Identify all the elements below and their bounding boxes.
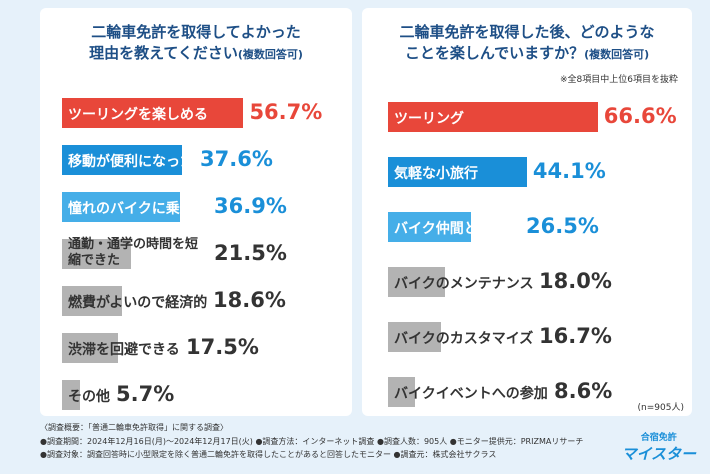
left-panel: 二輪車免許を取得してよかった 理由を教えてください(複数回答可) ツーリングを楽… [40,8,352,416]
bar-label: 移動が便利になった [68,154,194,170]
value-label: 5.7% [116,382,175,406]
value-label: 8.6% [554,379,613,403]
bar-label: バイク仲間との交流 [394,221,520,237]
bar-label: バイクのメンテナンス [394,276,534,292]
value-label: 16.7% [539,324,612,348]
value-label: 36.9% [214,194,287,218]
bar [62,333,118,363]
logo-main: マイスター [621,445,696,463]
bar [388,322,441,352]
title-text: 理由を教えてください [89,44,238,62]
subtitle: (複数回答可) [584,48,650,61]
bar [62,286,122,316]
bar-label: バイクイベントへの参加 [394,386,548,402]
right-panel: 二輪車免許を取得した後、どのような ことを楽しんでいますか？(複数回答可) ※全… [362,8,692,416]
value-label: 18.0% [539,269,612,293]
bar-label: 渋滞を回避できる [68,342,180,358]
value-label: 56.7% [249,100,323,124]
footer-line: 〈調査概要：「普通二輪車免許取得」に関する調査〉 [40,423,228,432]
value-label: 44.1% [532,159,606,183]
value-label: 66.6% [603,104,677,128]
chart-title: 二輪車免許を取得してよかった 理由を教えてください(複数回答可) [40,22,352,65]
logo: 合宿免許 マイスター [621,430,696,464]
bar [62,98,244,128]
title-line: 二輪車免許を取得した後、どのような [399,23,655,41]
bar-label: 気軽な小旅行 [394,166,478,182]
bar-label: 憧れのバイクに乗れる [68,201,208,217]
bar [62,380,81,410]
title-line: 理由を教えてください(複数回答可) [40,43,352,65]
value-label: 21.5% [214,241,287,265]
logo-top: 合宿免許 [640,433,677,443]
subtitle: (複数回答可) [237,48,303,61]
bar-label: ツーリング [394,111,464,127]
bar [62,145,183,175]
bar-label: ツーリングを楽しめる [68,107,208,123]
bar [62,192,181,222]
bar [388,267,445,297]
bar-label: 燃費がよいので経済的 [68,295,208,311]
value-label: 26.5% [526,214,599,238]
value-label: 17.5% [186,335,259,359]
title-line: 二輪車免許を取得してよかった [91,23,301,41]
value-label: 18.6% [213,288,286,312]
title-line: ことを楽しんでいますか？(複数回答可) [362,43,692,65]
bar-label: 通勤・通学の時間を短縮できた [68,237,199,268]
footer-line: ●調査期間：2024年12月16日(月)～2024年12月17日(火) ●調査方… [40,437,584,446]
bar [388,377,416,407]
value-label: 37.6% [200,147,273,171]
bar [388,157,527,187]
chart-title: 二輪車免許を取得した後、どのような ことを楽しんでいますか？(複数回答可) [362,22,692,65]
bar [388,212,472,242]
bar [62,239,131,269]
sample-size: (n=905人) [637,403,684,413]
footer-line: ●調査対象：調査回答時に小型限定を除く普通二輪免許を取得したことがあると回答した… [40,450,497,459]
bar-label: その他 [68,389,110,405]
title-text: ことを楽しんでいますか？ [404,44,585,62]
bar-label: バイクのカスタマイズ [394,331,534,347]
note: ※全8項目中上位6項目を抜粋 [560,75,678,85]
bar [388,102,598,132]
